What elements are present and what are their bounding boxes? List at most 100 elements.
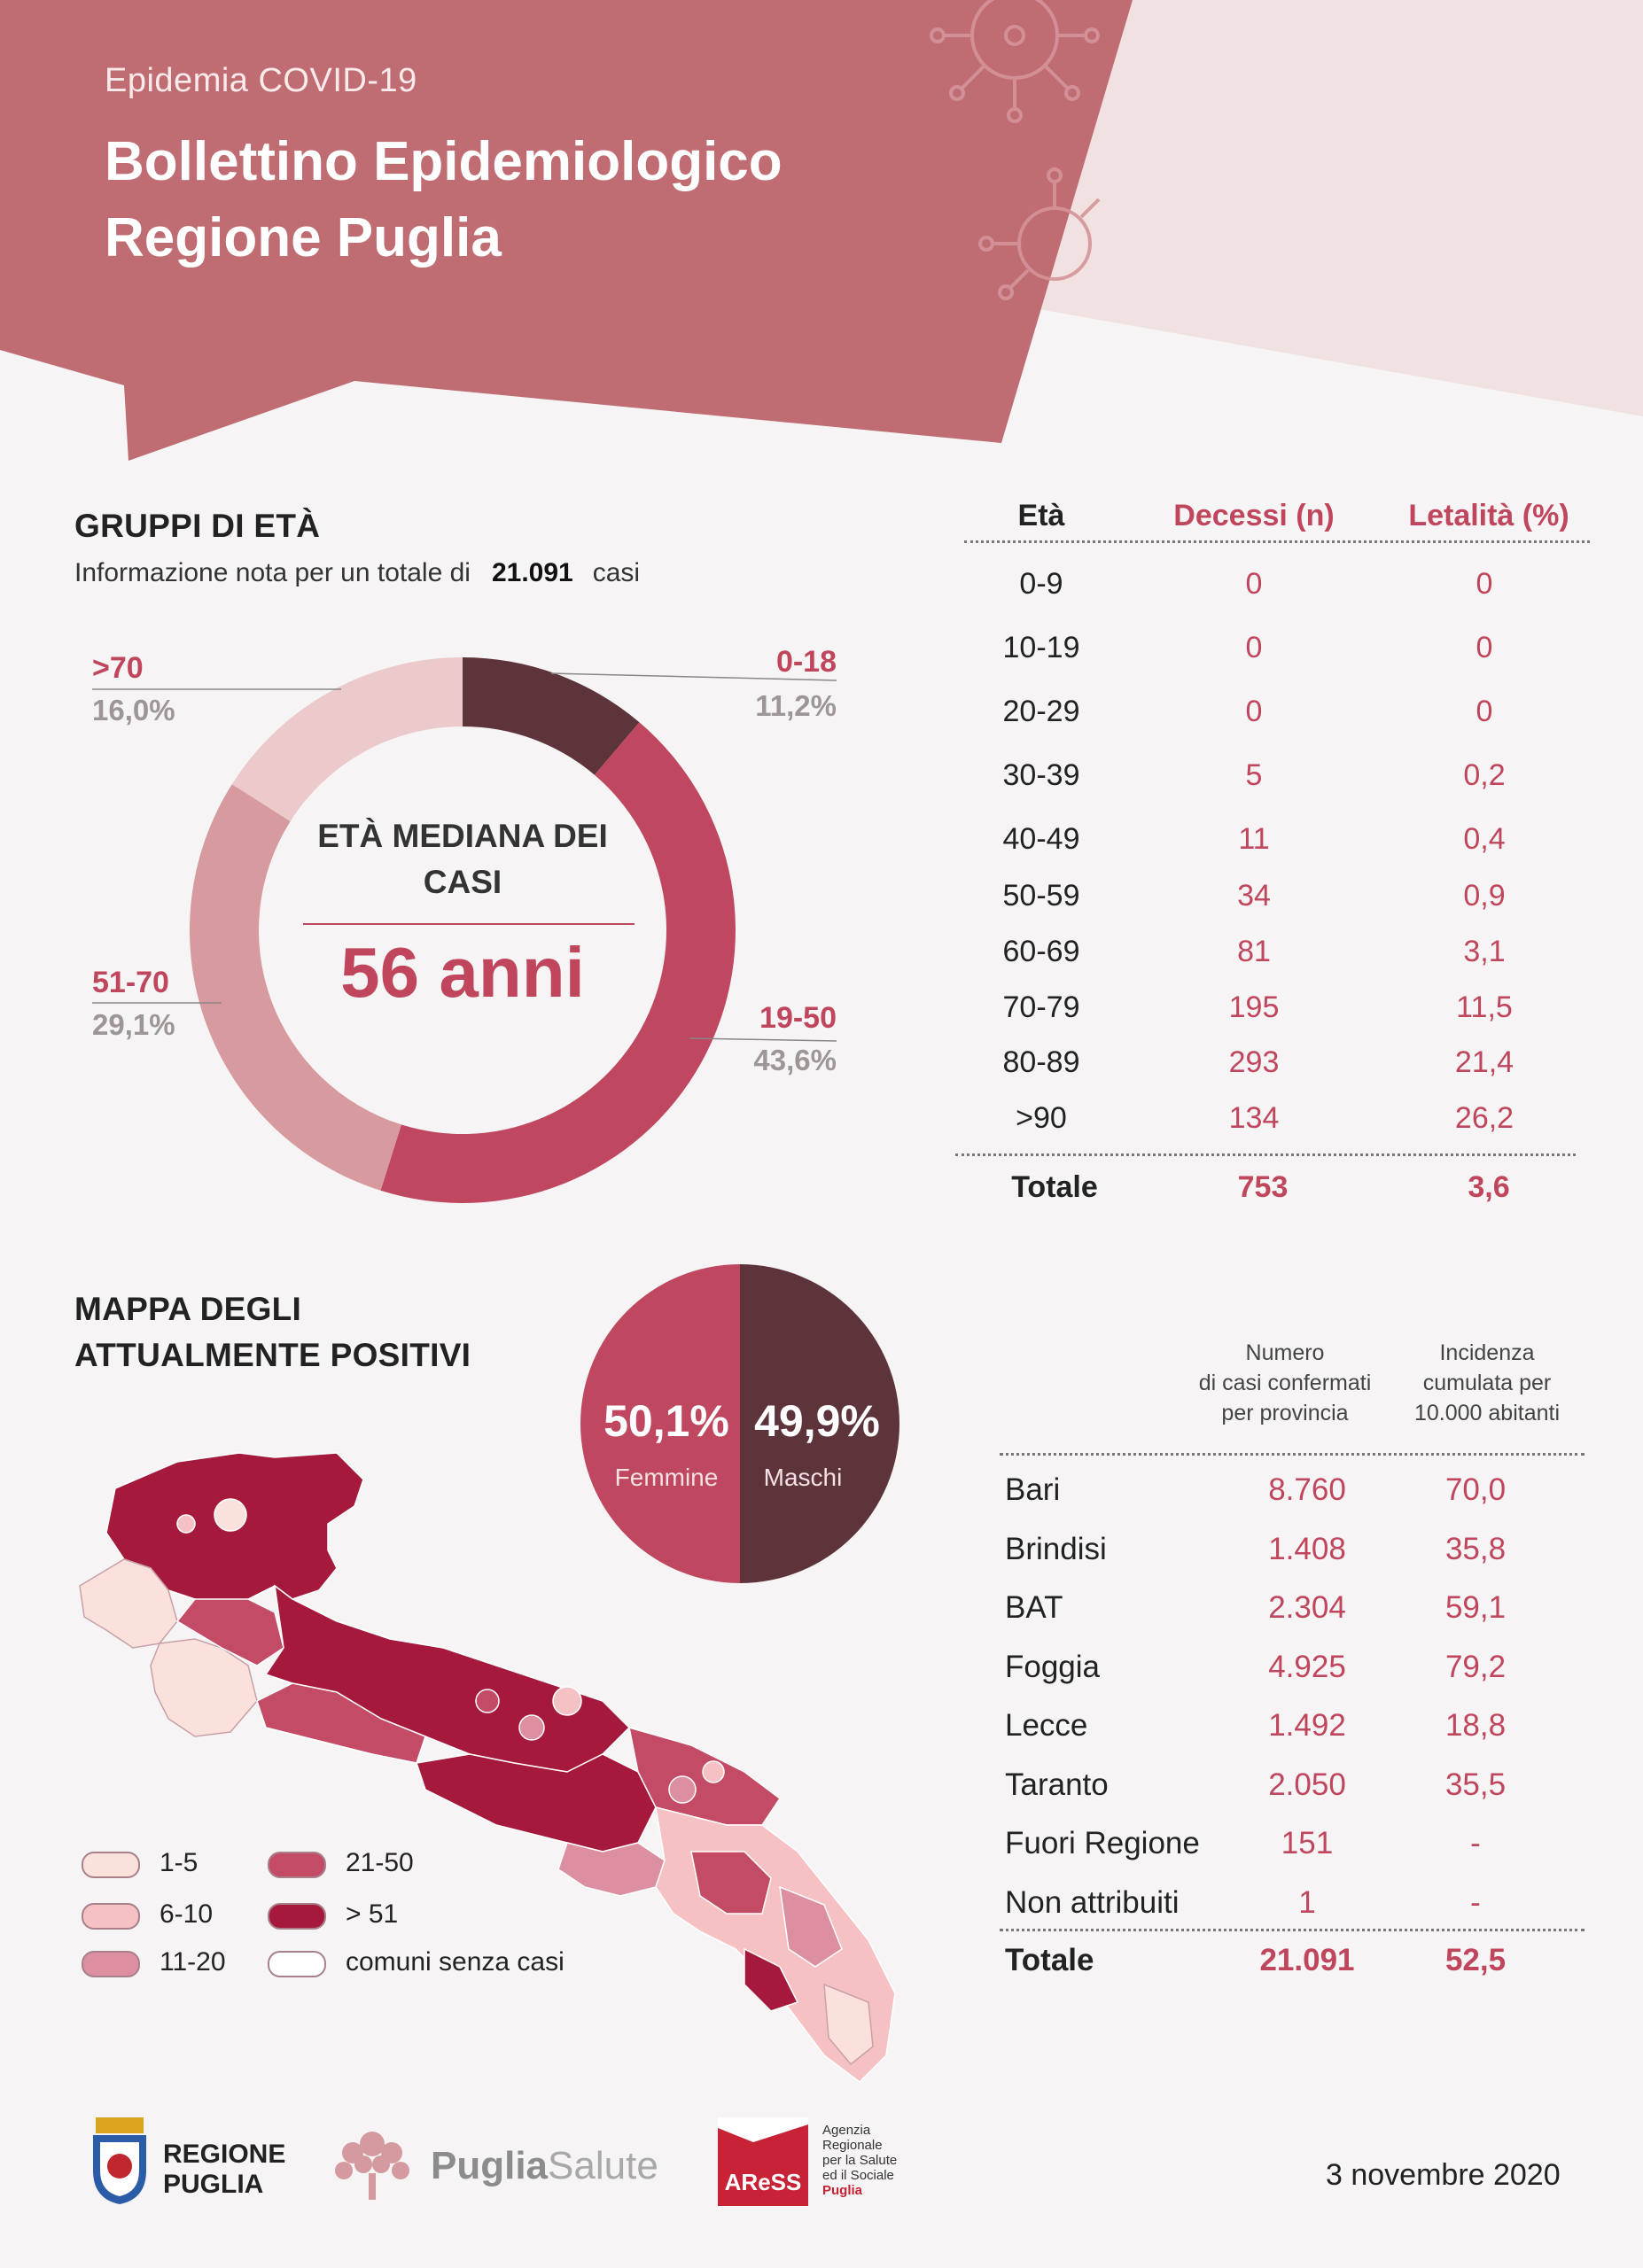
province-cases: 1: [1298, 1884, 1316, 1920]
map-comune: [214, 1498, 247, 1532]
deaths-cell-count: 11: [1238, 822, 1270, 856]
deaths-cell-count: 0: [1245, 695, 1263, 728]
province-header-rule: [1000, 1453, 1585, 1456]
province-name: Lecce: [1005, 1708, 1088, 1743]
deaths-cell-lethality: 0,4: [1463, 822, 1506, 856]
aress-description: Agenzia Regionale per la Salute ed il So…: [822, 2123, 897, 2198]
note-prefix: Informazione nota per un totale di: [74, 558, 471, 587]
deaths-total-count: 753: [1237, 1170, 1289, 1204]
deaths-header-lethality: Letalità (%): [1408, 499, 1569, 532]
logo-regione-l1: REGIONE: [163, 2140, 286, 2169]
deaths-cell-age: 0-9: [1019, 567, 1063, 601]
legend-swatch: [82, 1903, 140, 1930]
aress-desc-l1: Agenzia: [822, 2123, 871, 2138]
puglia-map: [79, 1452, 896, 2083]
legend-swatch: [268, 1852, 326, 1878]
province-cases: 4.925: [1268, 1649, 1346, 1684]
median-divider: [303, 923, 635, 925]
province-incidence: 18,8: [1444, 1708, 1507, 1743]
map-comune: [702, 1760, 725, 1783]
map-region-foggia-west: [79, 1558, 178, 1649]
map-region-lecce-north: [690, 1851, 772, 1915]
deaths-cell-lethality: 0,9: [1463, 879, 1506, 913]
note-value: 21.091: [491, 558, 573, 587]
donut-slice-0-18: [463, 657, 640, 775]
province-name: BAT: [1005, 1590, 1063, 1625]
deaths-cell-count: 293: [1228, 1045, 1280, 1079]
province-header-incidence-l2: cumulata per: [1422, 1371, 1552, 1395]
note-suffix: casi: [592, 558, 641, 587]
label-range-51-70: 51-70: [92, 966, 169, 999]
label-range-19-50: 19-50: [759, 1001, 837, 1035]
province-incidence: 79,2: [1444, 1649, 1507, 1684]
province-header-cases-l1: Numero: [1245, 1340, 1325, 1365]
label-pct-51-70: 29,1%: [92, 1008, 175, 1041]
legend-label: 11-20: [160, 1947, 226, 1977]
map-comune: [518, 1714, 545, 1741]
map-region-foggia-south: [175, 1598, 284, 1666]
map-comune: [176, 1514, 196, 1534]
gender-female-label: Femmine: [614, 1464, 719, 1491]
deaths-cell-age: 80-89: [1002, 1045, 1080, 1079]
province-incidence: -: [1470, 1884, 1481, 1920]
deaths-cell-age: 10-19: [1002, 631, 1080, 664]
legend-swatch: [268, 1951, 326, 1977]
province-cases: 1.492: [1268, 1708, 1346, 1743]
deaths-cell-lethality: 0: [1476, 695, 1493, 728]
deaths-cell-age: 30-39: [1002, 758, 1080, 792]
header-title-line1: Bollettino Epidemiologico: [105, 131, 783, 192]
gender-female-pct: 50,1%: [603, 1396, 729, 1446]
regione-puglia-crest-icon: [93, 2117, 146, 2204]
province-total-cases: 21.091: [1259, 1943, 1355, 1977]
province-total-rule: [1000, 1929, 1585, 1931]
map-comune: [552, 1686, 582, 1716]
deaths-cell-age: 50-59: [1002, 879, 1080, 913]
donut-slice-51-70: [189, 784, 401, 1191]
logo-regione-l2: PUGLIA: [163, 2170, 264, 2199]
legend-label: 21-50: [346, 1848, 414, 1877]
province-name: Foggia: [1005, 1649, 1101, 1684]
deaths-cell-age: >90: [1016, 1101, 1067, 1135]
header-banner: [0, 0, 1643, 461]
province-cases: 1.408: [1268, 1531, 1346, 1566]
gender-pie: [580, 1264, 899, 1583]
logo-puglia-salute-a: Puglia: [431, 2144, 549, 2187]
province-incidence: 35,8: [1444, 1531, 1507, 1566]
label-pct-over-70: 16,0%: [92, 694, 175, 726]
deaths-total-label: Totale: [1011, 1170, 1098, 1204]
province-total-incidence: 52,5: [1444, 1943, 1507, 1977]
logo-regione-puglia: REGIONE PUGLIA: [163, 2140, 285, 2200]
legend-swatch: [268, 1903, 326, 1930]
province-header-incidence-l3: 10.000 abitanti: [1413, 1401, 1561, 1425]
province-cases: 2.304: [1268, 1590, 1346, 1625]
province-name: Bari: [1005, 1472, 1061, 1507]
legend-label: comuni senza casi: [346, 1947, 565, 1977]
deaths-cell-count: 81: [1237, 935, 1271, 968]
age-groups-note: Informazione nota per un totale di 21.091…: [74, 558, 640, 588]
aress-logo-mark: AReSS: [718, 2117, 808, 2206]
deaths-cell-count: 0: [1245, 567, 1263, 601]
legend-swatch: [82, 1951, 140, 1977]
province-header-cases-l3: per provincia: [1221, 1401, 1349, 1425]
province-cases: 151: [1281, 1826, 1334, 1860]
aress-desc-l4: ed il Sociale: [822, 2168, 894, 2183]
aress-shape-icon: [718, 2117, 808, 2142]
gender-female-slice: [580, 1264, 740, 1583]
deaths-header-rule: [964, 540, 1590, 543]
province-incidence: 70,0: [1444, 1472, 1507, 1507]
virus-icon: [930, 0, 1100, 123]
deaths-total-rule: [955, 1153, 1576, 1156]
donut-leader-line: [550, 672, 837, 681]
province-header-incidence-l1: Incidenza: [1439, 1340, 1535, 1365]
deaths-cell-lethality: 26,2: [1454, 1101, 1515, 1135]
age-donut-chart: [92, 657, 837, 1203]
donut-slice-19-50: [380, 722, 736, 1203]
deaths-total-lethality: 3,6: [1468, 1170, 1510, 1204]
legend-label: 6-10: [160, 1899, 214, 1929]
legend-swatch: [82, 1852, 140, 1878]
median-age-value: 56 anni: [340, 933, 585, 1012]
province-name: Non attribuiti: [1005, 1884, 1180, 1920]
map-region-capo-leuca: [823, 1983, 874, 2066]
virus-icon-2: [978, 167, 1101, 300]
puglia-salute-tree-icon: [335, 2132, 409, 2200]
